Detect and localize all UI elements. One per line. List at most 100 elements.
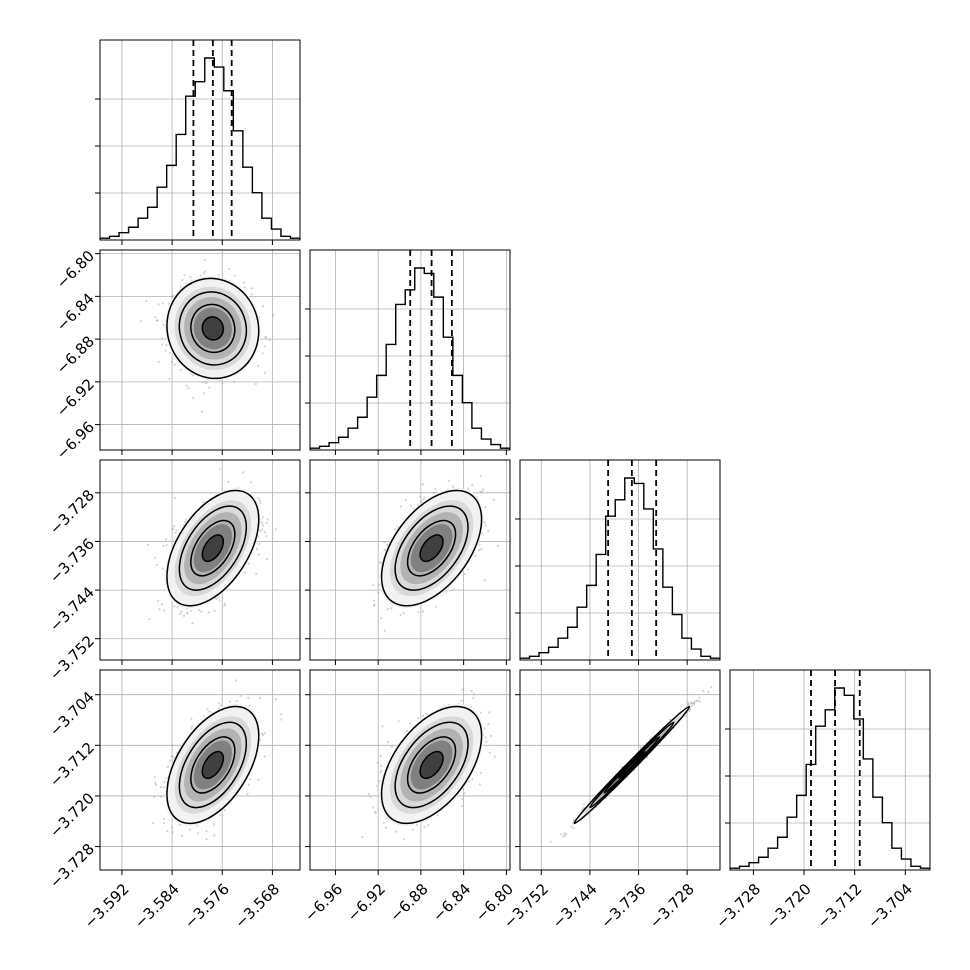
sample-point [452, 485, 455, 488]
sample-point [178, 823, 181, 827]
sample-point [496, 544, 500, 547]
sample-point [257, 497, 260, 500]
sample-point [162, 323, 165, 326]
sample-point [463, 573, 466, 576]
sample-point [447, 479, 450, 482]
sample-point [409, 504, 412, 507]
sample-point [380, 764, 383, 768]
sample-point [274, 698, 278, 701]
sample-point [183, 273, 186, 277]
sample-point [261, 732, 264, 735]
sample-point [397, 720, 400, 723]
sample-point [696, 699, 699, 702]
sample-point [480, 490, 484, 493]
sample-point [190, 717, 193, 721]
sample-point [153, 775, 156, 778]
sample-point [221, 382, 224, 385]
sample-point [492, 498, 495, 501]
sample-point [261, 305, 265, 308]
sample-point [219, 704, 222, 707]
axes-frame [309, 249, 511, 451]
sample-point [265, 558, 269, 561]
sample-point [170, 826, 174, 829]
sample-point [380, 769, 383, 772]
sample-point [484, 505, 487, 508]
sample-point [395, 830, 398, 833]
grid [100, 40, 300, 240]
sample-point [228, 267, 231, 270]
sample-point [373, 603, 376, 606]
y-tick-label: −6.80 [53, 247, 98, 292]
axes-frame [99, 459, 301, 661]
sample-point [173, 605, 176, 608]
sample-point [165, 544, 168, 547]
sample-point [422, 714, 425, 717]
sample-point [233, 380, 236, 383]
contour [190, 303, 236, 354]
x-tick-label: −6.96 [301, 880, 346, 925]
contour [178, 721, 248, 809]
sample-point [434, 487, 437, 491]
sample-point [378, 583, 381, 586]
sample-point [203, 270, 207, 273]
sample-point [159, 786, 162, 789]
y-tick-label: −3.704 [46, 688, 98, 740]
sample-point [386, 607, 389, 611]
sample-point [485, 740, 488, 743]
sample-point [483, 521, 486, 524]
sample-point [261, 524, 265, 527]
sample-point [484, 736, 487, 739]
sample-point [171, 831, 174, 834]
contour [178, 505, 248, 591]
sample-point [208, 386, 211, 389]
sample-point [171, 744, 174, 747]
sample-point [378, 561, 382, 564]
sample-point [257, 364, 260, 367]
x-tick-label: −3.576 [181, 880, 233, 932]
sample-point [478, 783, 481, 786]
sample-point [409, 722, 412, 725]
grid [520, 670, 720, 870]
sample-point [372, 806, 375, 809]
x-tick-label: −3.584 [131, 880, 183, 932]
sample-point [487, 530, 490, 533]
sample-point [280, 718, 283, 721]
sample-point [690, 701, 693, 704]
sample-point [434, 605, 437, 608]
sample-point [279, 713, 283, 716]
x-tick-label: −6.88 [386, 880, 431, 925]
sample-point [234, 679, 237, 682]
sample-point [710, 686, 713, 689]
sample-point [246, 792, 249, 796]
sample-point [263, 371, 266, 374]
sample-point [254, 382, 257, 386]
sample-point [369, 795, 372, 798]
sample-point [247, 783, 250, 786]
sample-point [249, 778, 252, 781]
sample-point [160, 603, 164, 606]
sample-point [223, 604, 226, 607]
axes-frame [99, 249, 301, 451]
density-fill [165, 488, 261, 609]
sample-point [466, 568, 469, 571]
histogram-step [520, 477, 720, 660]
sample-point [201, 381, 204, 384]
sample-point [180, 368, 183, 371]
sample-point [372, 584, 375, 587]
sample-point [698, 700, 701, 703]
sample-point [394, 528, 397, 531]
sample-point [266, 518, 269, 521]
sample-point [156, 319, 159, 322]
sample-point [479, 490, 482, 493]
sample-point [172, 756, 175, 759]
sample-point [620, 765, 624, 769]
sample-point [204, 381, 207, 384]
density-level [202, 316, 224, 340]
sample-point [639, 746, 642, 749]
contour [419, 534, 444, 563]
sample-point [250, 287, 253, 290]
sample-point [389, 607, 393, 610]
y-tick-label: −3.712 [46, 739, 98, 791]
sample-point [213, 609, 216, 613]
